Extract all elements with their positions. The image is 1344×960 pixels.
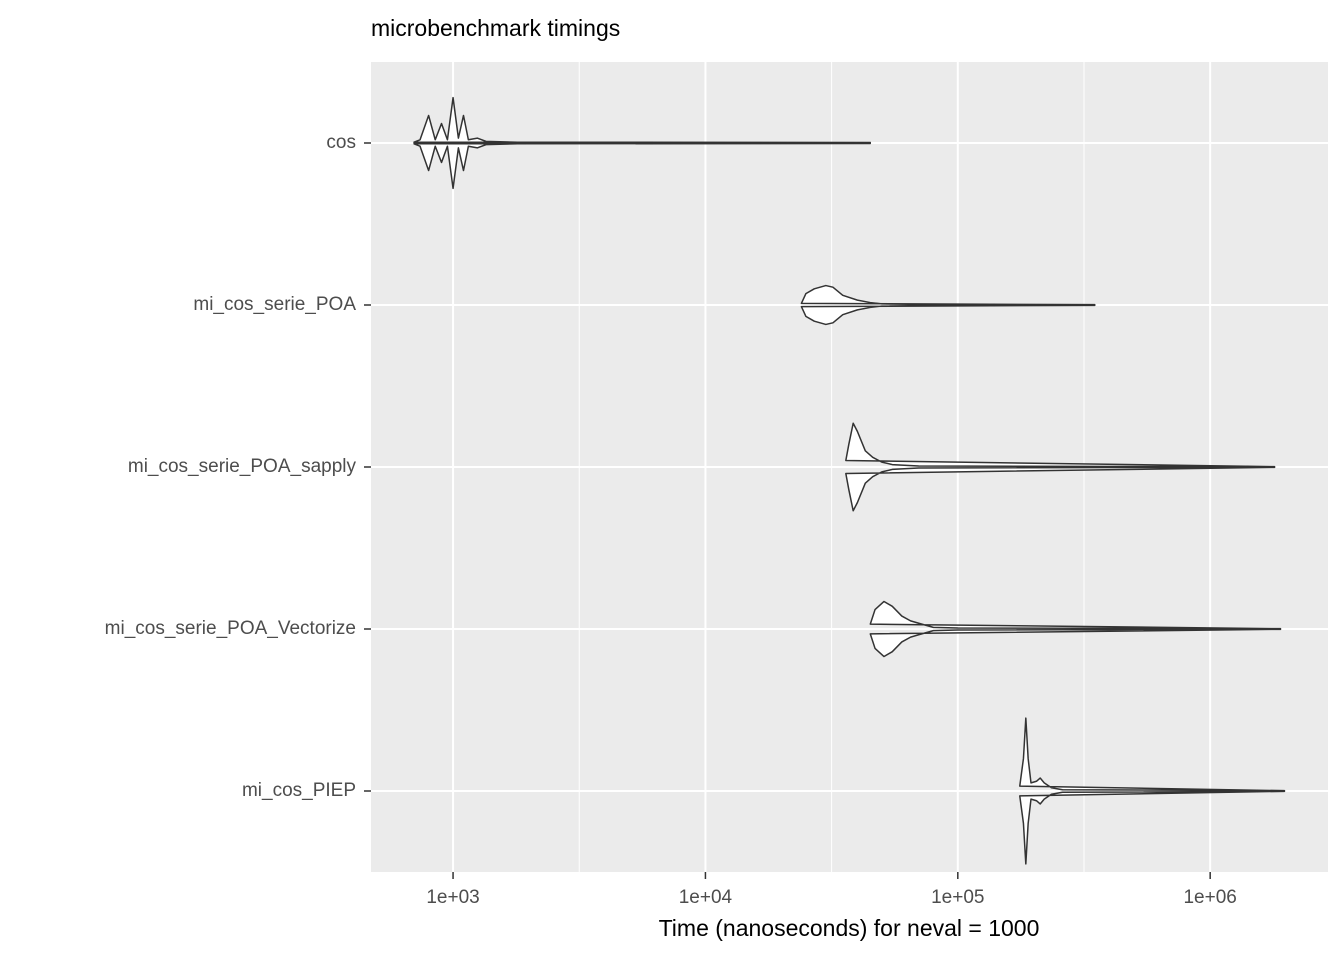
violin-upper (800, 284, 1096, 306)
y-tick-label: mi_cos_serie_POA (193, 294, 356, 315)
x-tick-label: 1e+04 (679, 887, 733, 908)
x-tick-label: 1e+06 (1183, 887, 1236, 908)
violin-upper (869, 600, 1282, 630)
violin-lower (800, 304, 1096, 326)
violin-lower (1019, 790, 1286, 865)
violin-lower (413, 142, 872, 190)
x-tick-label: 1e+05 (931, 887, 984, 908)
x-tick-label: 1e+03 (426, 887, 479, 908)
chart-title: microbenchmark timings (371, 15, 620, 41)
violin-upper (1019, 717, 1286, 792)
violin-lower (845, 466, 1276, 512)
y-tick-label: mi_cos_serie_POA_Vectorize (105, 618, 356, 639)
violin-lower (869, 628, 1282, 658)
y-tick-label: cos (326, 132, 356, 153)
y-tick-label: mi_cos_serie_POA_sapply (128, 456, 357, 477)
violin-upper (413, 96, 872, 144)
x-axis-title: Time (nanoseconds) for neval = 1000 (659, 915, 1040, 941)
y-tick-label: mi_cos_PIEP (242, 780, 356, 801)
violin-upper (845, 422, 1276, 468)
